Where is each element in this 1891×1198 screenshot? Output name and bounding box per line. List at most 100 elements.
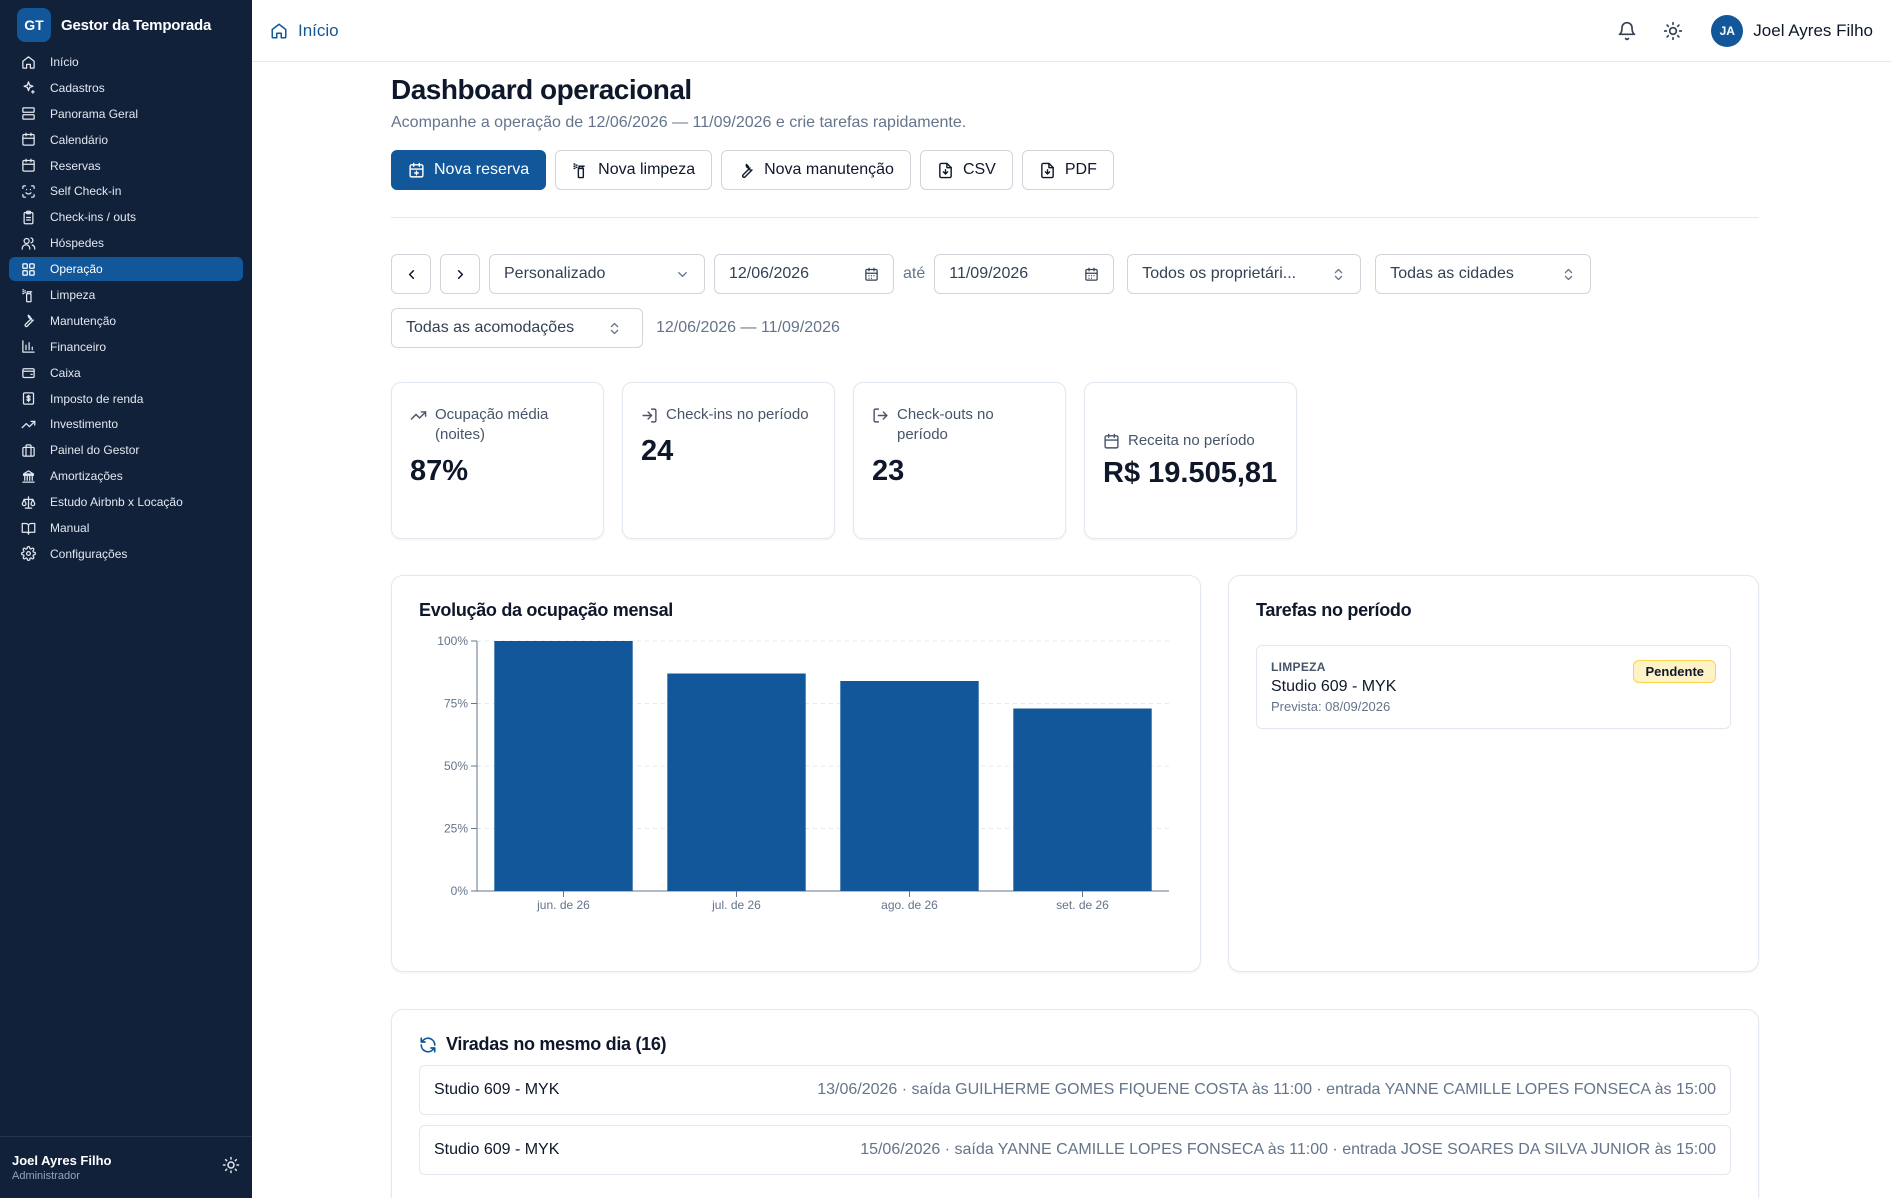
avatar[interactable]: JA (1711, 14, 1744, 47)
sidebar-item-operacao[interactable]: Operação (9, 257, 243, 282)
date-from-input[interactable]: 12/06/2026 (714, 254, 894, 294)
export-csv-label: CSV (962, 161, 996, 178)
bank-icon (22, 470, 35, 483)
export-pdf-button[interactable]: PDF (1021, 150, 1114, 190)
sidebar-item-manual[interactable]: Manual (9, 516, 243, 540)
brand-name: Gestor da Temporada (61, 16, 212, 34)
period-select[interactable]: Personalizado (489, 254, 705, 294)
tasks-card: Tarefas no período LIMPEZA Studio 609 - … (1228, 575, 1759, 972)
sidebar-item-check-ins-outs[interactable]: Check-ins / outs (9, 205, 243, 229)
calendar-icon (22, 158, 35, 172)
wallet-icon (22, 368, 35, 379)
sidebar-item-label: Panorama Geral (50, 106, 139, 121)
kpi-revenue-label: Receita no período (1128, 432, 1255, 449)
action-bar: Nova reserva Nova limpeza Nova manutençã… (391, 150, 1759, 190)
kpi-occupancy: Ocupação média (noites) 87% (391, 382, 604, 539)
sidebar-item-manutencao[interactable]: Manutenção (9, 309, 243, 333)
units-select-value: Todas as acomodações (406, 319, 575, 336)
sidebar-item-limpeza[interactable]: Limpeza (9, 283, 243, 307)
sidebar-item-label: Self Check-in (50, 184, 122, 199)
sidebar-item-label: Calendário (50, 132, 109, 147)
cities-select-value: Todas as cidades (1390, 265, 1514, 282)
sidebar-item-imposto-de-renda[interactable]: Imposto de renda (9, 387, 243, 411)
log-in-icon (642, 408, 657, 423)
next-period-button[interactable] (440, 254, 480, 294)
y-tick-label: 100% (437, 634, 468, 648)
selected-range: 12/06/2026 — 11/09/2026 (656, 319, 840, 336)
sidebar-item-hospedes[interactable]: Hóspedes (9, 231, 243, 255)
sidebar-item-label: Caixa (50, 365, 81, 380)
x-tick-label: jul. de 26 (711, 898, 761, 912)
sidebar-item-label: Estudo Airbnb x Locação (50, 495, 183, 510)
user-name[interactable]: Joel Ayres Filho (1753, 20, 1873, 40)
export-csv-button[interactable]: CSV (919, 150, 1013, 190)
bar (840, 681, 979, 891)
sidebar-item-label: Limpeza (50, 288, 96, 303)
calendar-plus-icon (409, 162, 424, 178)
y-tick-label: 75% (444, 697, 468, 711)
sidebar-item-estudo-airbnb-x-locacao[interactable]: Estudo Airbnb x Locação (9, 490, 243, 514)
previous-period-button[interactable] (391, 254, 431, 294)
new-cleaning-button[interactable]: Nova limpeza (555, 150, 713, 190)
home-icon (22, 55, 35, 69)
trending-up-icon (21, 420, 36, 429)
sidebar-item-panorama-geral[interactable]: Panorama Geral (9, 102, 243, 126)
sidebar-nav: Início Cadastros Panorama Geral Calendário R… (0, 50, 252, 566)
new-reservation-button[interactable]: Nova reserva (391, 150, 547, 190)
chevrons-up-down-icon (1335, 268, 1343, 280)
task-due-date: Prevista: 08/09/2026 (1271, 699, 1391, 714)
x-tick-label: set. de 26 (1056, 898, 1109, 912)
turnovers-header: Viradas no mesmo dia (16) (419, 1034, 1731, 1055)
bar (494, 641, 633, 891)
sun-icon[interactable] (222, 1156, 240, 1179)
sidebar-item-label: Check-ins / outs (50, 210, 137, 225)
task-item[interactable]: LIMPEZA Studio 609 - MYK Prevista: 08/09… (1256, 645, 1731, 729)
sidebar-item-calendario[interactable]: Calendário (9, 128, 243, 152)
topbar-actions: JA Joel Ayres Filho (1591, 14, 1873, 47)
owners-select[interactable]: Todos os proprietári... (1127, 254, 1362, 294)
sidebar-item-reservas[interactable]: Reservas (9, 154, 243, 178)
sidebar-item-financeiro[interactable]: Financeiro (9, 335, 243, 359)
sidebar-item-self-check-in[interactable]: Self Check-in (9, 179, 243, 203)
owners-select-value: Todos os proprietári... (1142, 265, 1297, 282)
brand[interactable]: GT Gestor da Temporada (0, 0, 252, 50)
sidebar-item-label: Financeiro (50, 339, 107, 354)
breadcrumb-home[interactable]: Início (298, 20, 339, 40)
turnover-item[interactable]: Studio 609 - MYK 15/06/2026 · saída YANN… (419, 1125, 1731, 1175)
y-tick-label: 0% (451, 884, 469, 898)
breadcrumb[interactable]: Início (270, 21, 339, 41)
tasks-title: Tarefas no período (1256, 600, 1412, 620)
sidebar-item-painel-do-gestor[interactable]: Painel do Gestor (9, 438, 243, 462)
sidebar-item-configuracoes[interactable]: Configurações (9, 542, 243, 566)
turnover-unit: Studio 609 - MYK (434, 1081, 560, 1098)
calendar-icon (22, 132, 35, 146)
date-to-input[interactable]: 11/09/2026 (934, 254, 1115, 294)
bell-icon[interactable] (1617, 21, 1637, 41)
sidebar-item-label: Configurações (50, 546, 128, 561)
receipt-icon (22, 392, 35, 405)
trending-up-icon (410, 411, 427, 420)
page-title: Dashboard operacional (391, 74, 692, 105)
new-reservation-label: Nova reserva (434, 161, 530, 178)
y-tick-label: 50% (444, 759, 468, 773)
scale-icon (21, 495, 36, 509)
page-subtitle: Acompanhe a operação de 12/06/2026 — 11/… (391, 114, 967, 131)
sidebar-item-investimento[interactable]: Investimento (9, 412, 243, 436)
sidebar-item-caixa[interactable]: Caixa (9, 361, 243, 385)
new-maintenance-button[interactable]: Nova manutenção (721, 150, 911, 190)
kpi-occupancy-label: Ocupação média (noites) (435, 406, 549, 443)
new-maintenance-label: Nova manutenção (764, 161, 894, 178)
sidebar-user[interactable]: Joel Ayres Filho Administrador (12, 1153, 222, 1182)
topbar: Início JA Joel Ayres Filho (252, 0, 1891, 62)
file-download-icon (939, 162, 952, 178)
turnover-item[interactable]: Studio 609 - MYK 13/06/2026 · saída GUIL… (419, 1065, 1731, 1115)
cities-select[interactable]: Todas as cidades (1375, 254, 1592, 294)
sidebar-item-inicio[interactable]: Início (9, 50, 243, 74)
sidebar-item-amortizacoes[interactable]: Amortizações (9, 464, 243, 488)
units-select[interactable]: Todas as acomodações (391, 308, 643, 348)
sun-icon[interactable] (1663, 21, 1683, 41)
wrench-icon (24, 314, 34, 328)
bar (667, 673, 806, 891)
sidebar-item-cadastros[interactable]: Cadastros (9, 76, 243, 100)
filter-row: Personalizado 12/06/2026 até 11/09/2026 … (391, 254, 1759, 294)
